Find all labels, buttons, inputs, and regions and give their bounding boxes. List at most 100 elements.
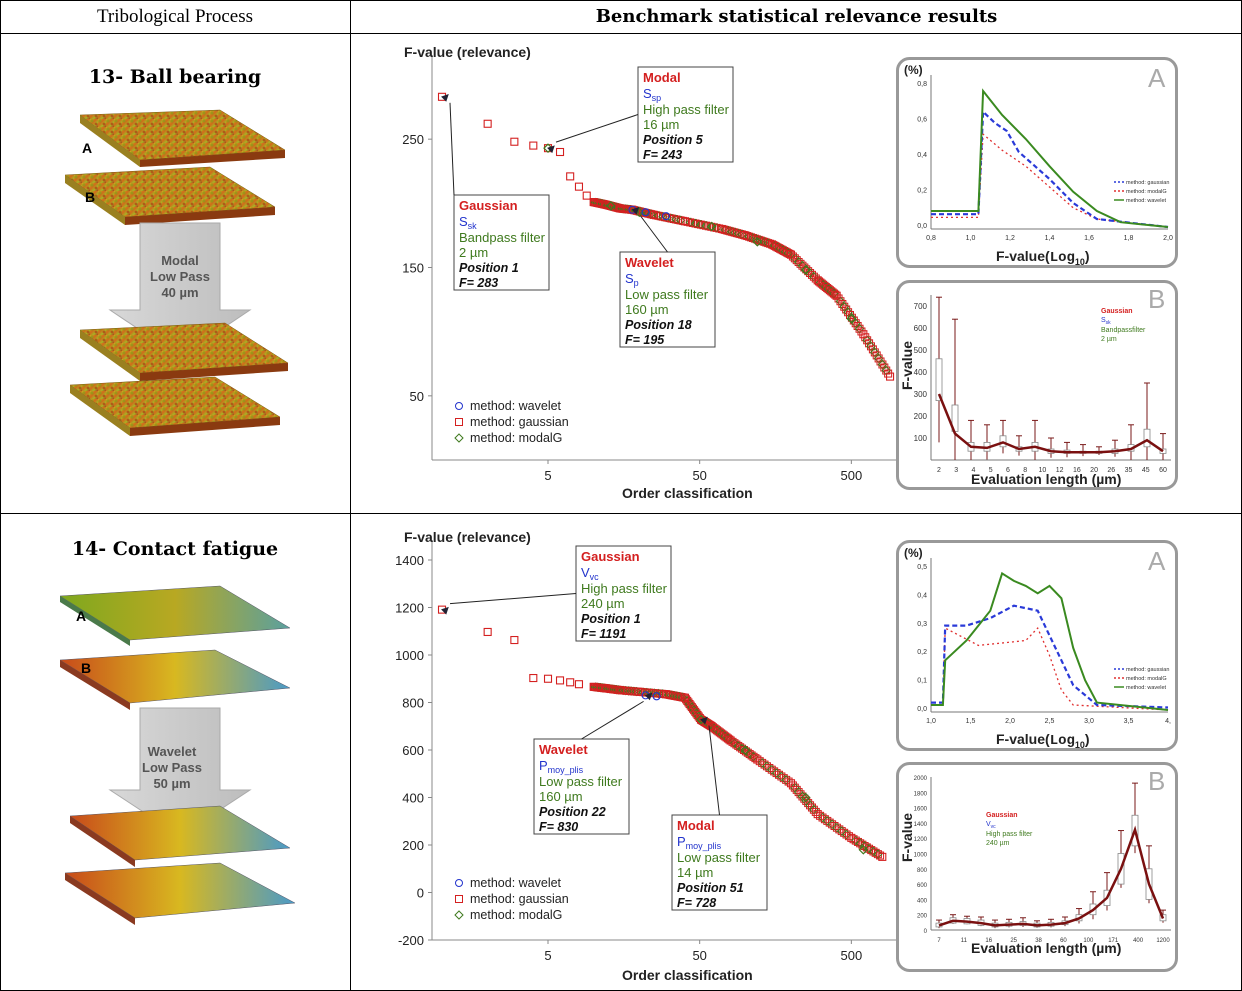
x-tick-label: 6	[1006, 467, 1010, 474]
legend-filter: High pass filter	[986, 831, 1033, 838]
y-tick-label: 1600	[914, 807, 928, 813]
legend-label: method: gaussian	[1126, 667, 1169, 673]
param-subscript: vc	[991, 824, 997, 830]
gaussian-point	[510, 635, 519, 645]
gaussian-point	[753, 755, 762, 764]
y-tick-label: 1200	[395, 601, 424, 616]
y-tick-label: 100	[914, 434, 928, 443]
band-marker	[855, 838, 865, 849]
inset-a-13: (%) A 0,8 0,6 0,4 0,2 0,0 0,8 1,0 1,2 1,4 1,6 1,8 2,0…	[896, 57, 1178, 268]
x-tick-label: 0,8	[926, 235, 936, 242]
callout-method: Modal	[643, 70, 681, 85]
x-axis-label: Evaluation length (µm)	[971, 471, 1121, 487]
gaussian-point	[510, 137, 519, 146]
x-tick-label: 3,5	[1124, 718, 1134, 725]
callout-arrowhead	[700, 716, 708, 725]
x-tick-label: 4,	[1165, 718, 1171, 725]
callout-position: Position 51	[677, 881, 744, 895]
x-tick-label: 5	[544, 948, 551, 963]
x-label-sub: 10	[1075, 257, 1085, 267]
modal-point	[706, 221, 717, 232]
y-tick-label: 400	[917, 898, 928, 904]
gaussian-point	[574, 680, 584, 689]
x-axis-label: Order classification	[622, 967, 753, 983]
x-label-sub: 10	[1075, 740, 1085, 750]
gaussian-point	[635, 687, 644, 696]
callout-leader	[708, 725, 720, 816]
callout-position: Position 22	[539, 805, 606, 819]
y-tick-label: 0,1	[917, 678, 927, 685]
modal-point	[858, 844, 869, 855]
legend-label: method: wavelet	[470, 876, 562, 890]
callout-arrowhead	[644, 692, 653, 701]
y-tick-label: 200	[914, 412, 928, 421]
band-marker	[704, 222, 713, 231]
y-axis-label: (%)	[904, 63, 923, 77]
callout-box	[533, 738, 630, 835]
y-tick-label: 0,6	[917, 117, 927, 124]
x-tick-label: 171	[1108, 938, 1119, 944]
gaussian-point	[566, 678, 575, 687]
gaussian-point	[813, 276, 822, 285]
y-tick-label: 50	[410, 389, 424, 404]
legend-param: Ssk	[1101, 317, 1111, 326]
y-tick-label: 1000	[914, 853, 928, 859]
callout-box	[637, 66, 734, 163]
callout-filter: High pass filter	[643, 102, 730, 117]
callout-position: Position 1	[459, 261, 519, 275]
x-tick-label: 7	[937, 938, 941, 944]
callout-fvalue: F= 830	[539, 820, 578, 834]
y-tick-label: 1000	[395, 648, 424, 663]
x-tick-label: 500	[840, 948, 862, 963]
callout-box	[671, 814, 768, 911]
main-chart-14: F-value (relevance) Order classification 1…	[395, 529, 897, 983]
legend-label: method: gaussian	[470, 415, 569, 429]
gaussian-point	[601, 200, 610, 209]
modal-point	[740, 745, 751, 755]
x-tick-label: 16	[1073, 467, 1081, 474]
band-marker	[688, 218, 697, 227]
x-tick-label: 60	[1060, 938, 1067, 944]
x-tick-label: 4	[972, 467, 976, 474]
modal-point	[752, 236, 763, 247]
mean-line	[938, 825, 1165, 927]
param-subscript: sk	[468, 221, 478, 231]
callout-fvalue: F= 195	[625, 333, 665, 347]
surface-label-b-13: B	[85, 189, 96, 205]
param-symbol: S	[625, 271, 634, 286]
legend-marker-wavelet	[455, 879, 463, 887]
inset-a-14: (%) A 0,5 0,4 0,3 0,2 0,1 0,0 1,0 1,5 2,0 2,5 3,0 3,5…	[896, 540, 1178, 751]
param-symbol: S	[1101, 317, 1106, 324]
y-tick-label: 1800	[914, 791, 928, 797]
surface-label-a-13: A	[82, 140, 93, 156]
callout-method: Modal	[677, 818, 715, 833]
y-tick-label: 2000	[914, 776, 928, 782]
band-marker	[683, 217, 692, 226]
filter-type: Low Pass	[142, 760, 202, 775]
x-tick-label: 1200	[1156, 938, 1170, 944]
band-marker	[859, 841, 870, 851]
y-tick-label: 400	[914, 368, 928, 377]
y-tick-label: 700	[914, 302, 928, 311]
gaussian-point	[847, 833, 856, 842]
surface-label-b-14: B	[81, 660, 92, 676]
x-tick-label: 45	[1142, 467, 1150, 474]
band-marker	[851, 835, 861, 846]
legend-marker-modal	[454, 433, 464, 443]
y-tick-label: 0,2	[917, 188, 927, 195]
y-tick-label: 1400	[395, 553, 424, 568]
surface-label-a-14: A	[76, 608, 87, 624]
gaussian-point	[616, 686, 625, 695]
callout-param: Pmoy_plis	[539, 758, 584, 775]
callout-param: Vvc	[581, 565, 599, 582]
param-subscript: p	[634, 278, 639, 288]
x-tick-label: 8	[1023, 467, 1027, 474]
y-tick-label: 0,4	[917, 152, 927, 159]
y-tick-label: 400	[402, 791, 424, 806]
y-tick-label: 0,3	[917, 621, 927, 628]
callout-size: 160 µm	[625, 302, 669, 317]
x-tick-label: 12	[1056, 467, 1064, 474]
callout-arrowhead	[441, 94, 449, 102]
y-tick-label: 1400	[914, 822, 928, 828]
param-subscript: moy_plis	[686, 841, 722, 851]
